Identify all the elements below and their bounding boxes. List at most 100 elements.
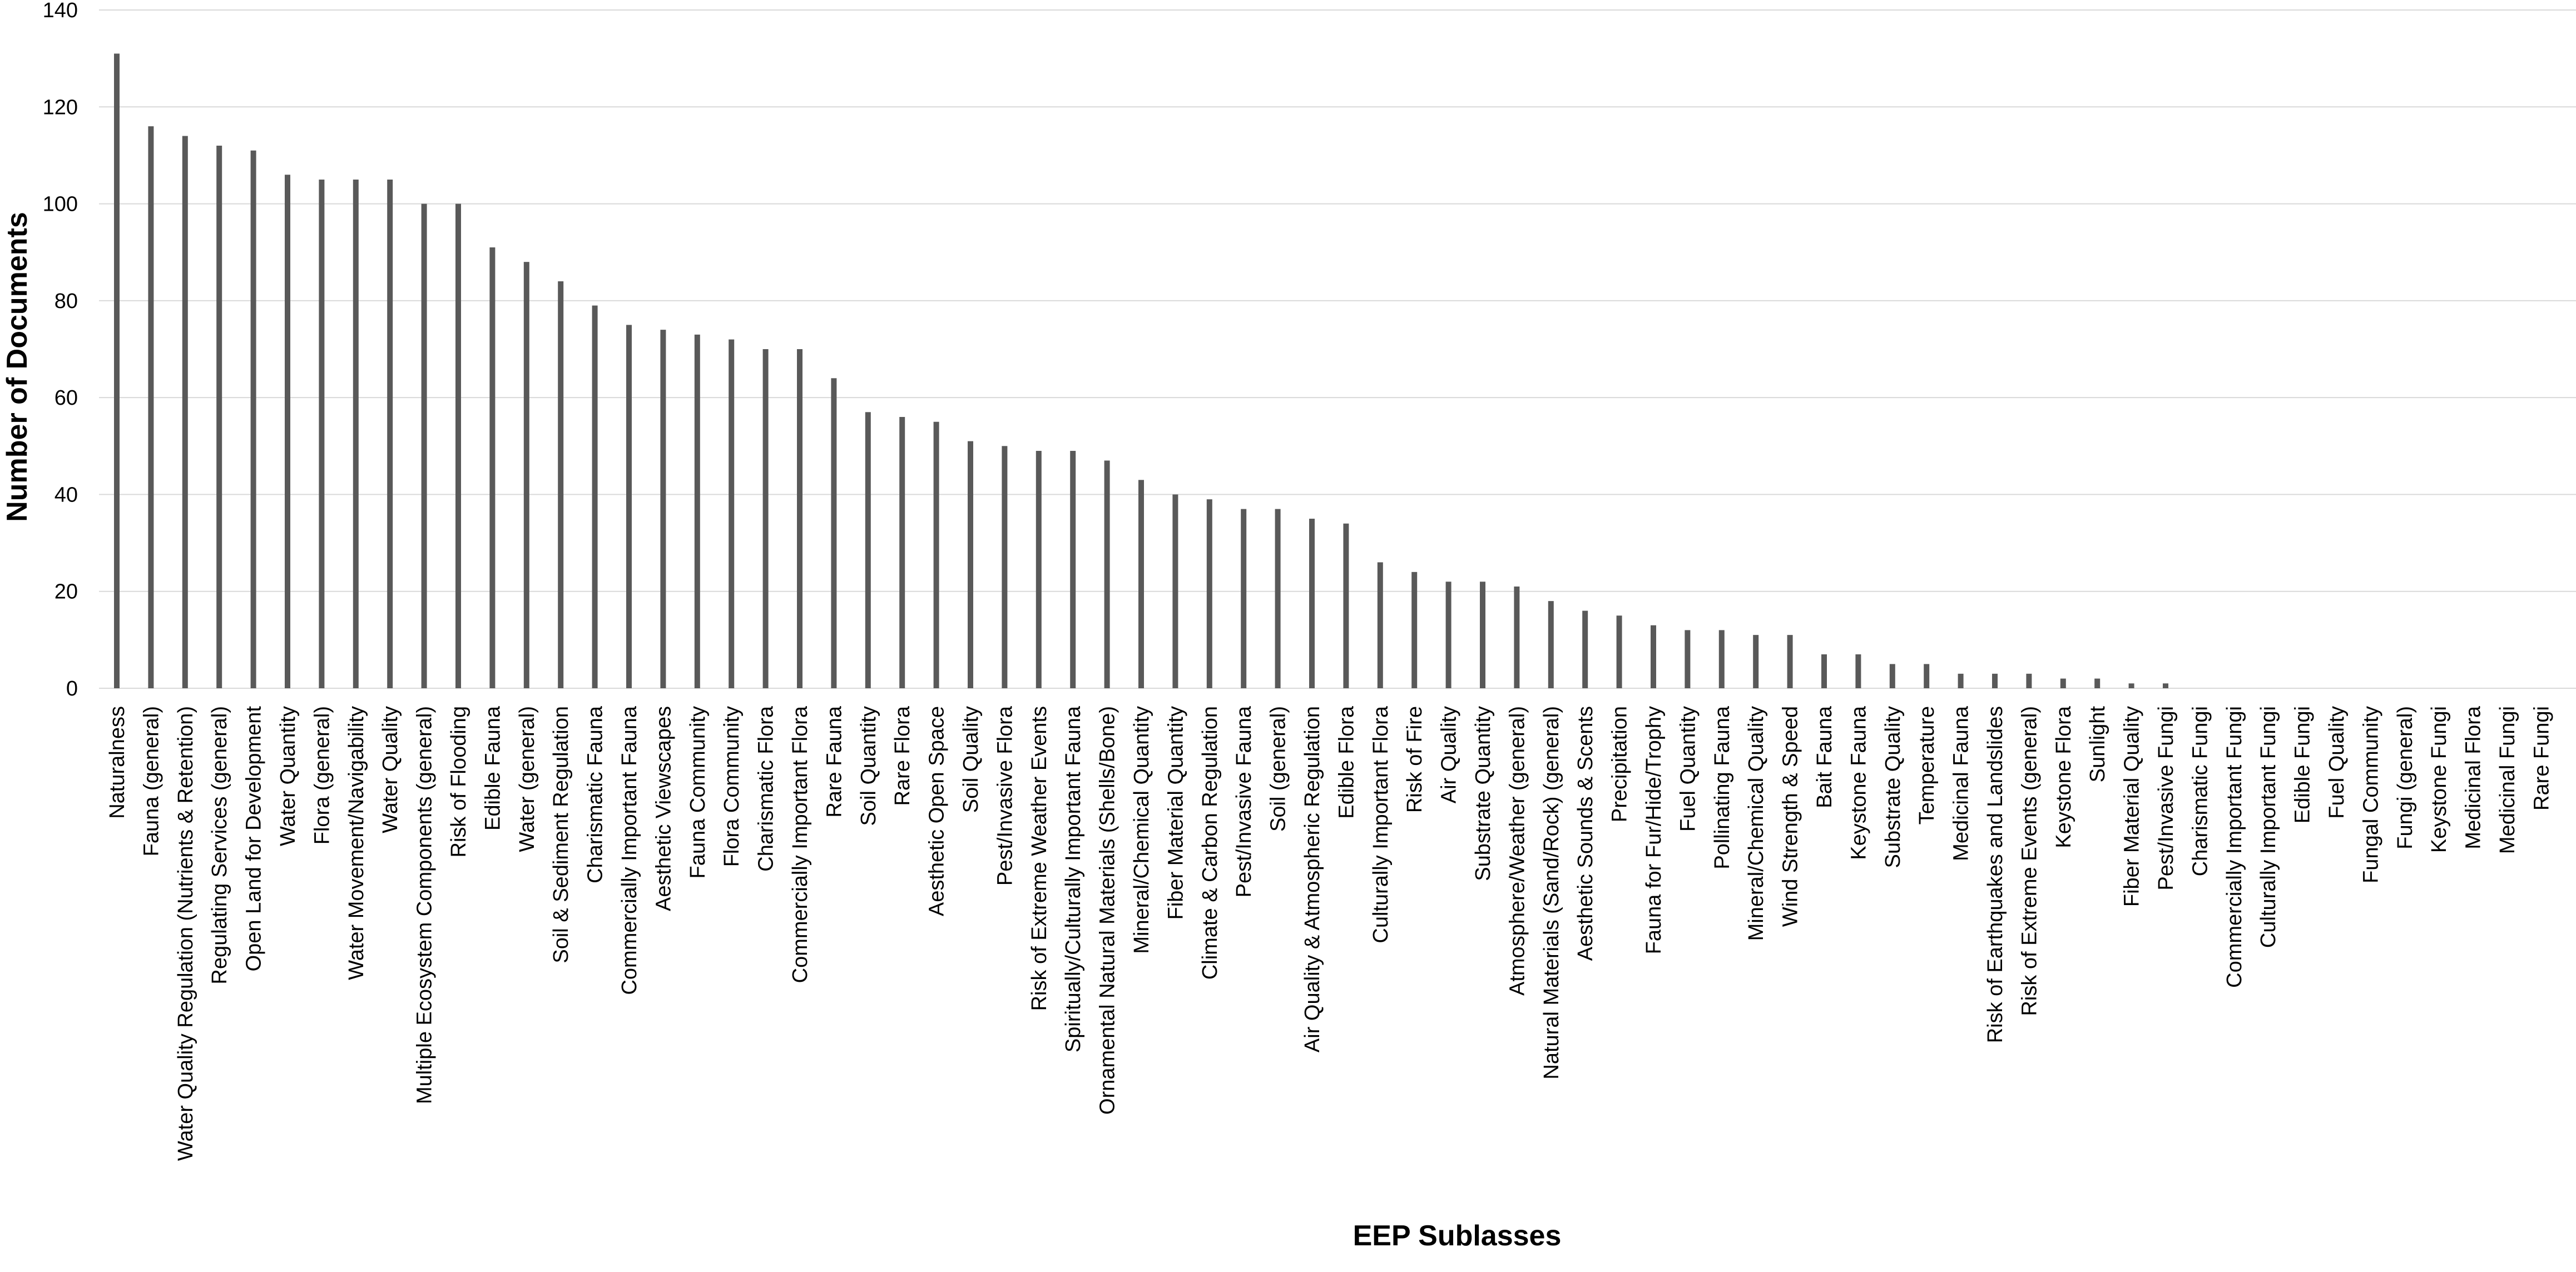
bar [2060, 678, 2066, 688]
bar [831, 378, 837, 688]
x-category-label: Sunlight [2086, 706, 2109, 783]
bar [1036, 451, 1042, 688]
x-category-label: Air Quality [1438, 706, 1461, 803]
x-category-label: Risk of Extreme Weather Events [1028, 706, 1051, 1011]
x-category-label: Edible Fauna [481, 705, 504, 831]
bar [455, 203, 461, 689]
x-category-label: Mineral/Chemical Quality [1745, 706, 1768, 941]
bar [148, 126, 154, 689]
x-category-label: Culturally Important Flora [1369, 705, 1393, 943]
bar [1582, 610, 1588, 688]
bar [2163, 683, 2168, 688]
bar [1514, 587, 1520, 688]
bar [1445, 582, 1452, 688]
x-category-label: Soil Quantity [857, 706, 880, 826]
x-category-label: Pollinating Fauna [1711, 705, 1734, 869]
bar [421, 203, 427, 689]
x-category-label: Pest/Invasive Fungi [2154, 706, 2178, 891]
x-category-label: Risk of Fire [1403, 706, 1426, 813]
y-tick-label: 140 [43, 0, 78, 22]
bar [182, 136, 188, 689]
x-category-label: Fuel Quantity [1676, 706, 1700, 832]
y-axis-title: Number of Documents [1, 212, 33, 522]
bar [2128, 683, 2134, 688]
bar [1411, 572, 1418, 688]
bar [353, 180, 359, 688]
gridlines [99, 9, 2576, 689]
x-category-label: Culturally Important Fungi [2257, 706, 2280, 948]
bar [285, 175, 290, 688]
bar [1548, 601, 1554, 688]
x-category-label: Multiple Ecosystem Components (general) [413, 706, 437, 1104]
bar [1309, 519, 1315, 688]
x-category-label: Water Movement/Navigability [345, 706, 368, 980]
bar [2094, 678, 2101, 688]
bar [1275, 509, 1281, 688]
bar [1821, 654, 1827, 688]
bar [319, 180, 325, 688]
bar [114, 53, 120, 688]
bar [2026, 673, 2032, 688]
bar [1172, 494, 1178, 688]
x-category-label: Flora (general) [310, 706, 334, 844]
bar [1787, 635, 1793, 688]
x-category-label: Spiritually/Culturally Important Fauna [1062, 705, 1085, 1052]
x-category-label: Aesthetic Viewscapes [652, 706, 675, 911]
y-axis-ticks: 0 20 40 60 80 100 120 140 [43, 0, 78, 700]
bar [1855, 654, 1861, 688]
bar [1616, 615, 1622, 688]
bar [250, 150, 256, 688]
x-category-label: Rare Fauna [823, 705, 846, 818]
bar [933, 421, 939, 688]
x-category-label: Fiber Material Quantity [1164, 706, 1187, 920]
y-tick-label: 20 [55, 580, 78, 604]
x-category-label: Rare Fungi [2530, 706, 2553, 811]
x-category-label: Substrate Quantity [1472, 706, 1495, 881]
x-axis-title: EEP Sublasses [1353, 1220, 1562, 1252]
bar [216, 146, 222, 688]
x-category-label: Risk of Earthquakes and Landslides [1984, 706, 2007, 1043]
x-category-label: Aesthetic Sounds & Scents [1574, 706, 1597, 961]
x-category-label: Pest/Invasive Flora [993, 705, 1017, 886]
bar [1958, 673, 1964, 688]
bar [1718, 630, 1725, 688]
x-category-label: Keystone Flora [2052, 705, 2075, 848]
x-category-label: Fungal Community [2359, 706, 2382, 883]
bar [489, 247, 496, 688]
bar [1002, 446, 1008, 688]
x-category-label: Air Quality & Atmospheric Regulation [1301, 706, 1324, 1052]
x-axis-category-labels: Naturalness Fauna (general) Water Quality … [106, 705, 2553, 1161]
x-category-label: Atmosphere/Weather (general) [1505, 706, 1529, 996]
bar [797, 349, 802, 688]
bar [558, 281, 564, 688]
x-category-label: Risk of Extreme Events (general) [2018, 706, 2041, 1016]
x-category-label: Commercially Important Fauna [618, 705, 641, 995]
bar [729, 339, 735, 688]
bar [1924, 664, 1930, 688]
y-tick-label: 80 [55, 290, 78, 313]
x-category-label: Water Quality [379, 706, 402, 833]
x-category-label: Fungi (general) [2394, 706, 2417, 849]
x-category-label: Charismatic Fauna [584, 705, 607, 883]
x-category-label: Flora Community [720, 706, 744, 867]
x-category-label: Charismatic Flora [755, 705, 778, 872]
bar [762, 349, 769, 688]
bar [1343, 523, 1349, 688]
bar [968, 441, 973, 688]
x-category-label: Regulating Services (general) [208, 706, 231, 985]
bar [1480, 582, 1485, 688]
bar [1104, 460, 1110, 688]
bar [1241, 509, 1247, 688]
x-category-label: Bait Fauna [1813, 705, 1836, 808]
x-category-label: Charismatic Fungi [2188, 706, 2212, 876]
x-category-label: Fauna (general) [140, 706, 163, 856]
bar [1377, 562, 1383, 688]
x-category-label: Risk of Flooding [447, 706, 470, 857]
x-category-label: Wind Strength & Speed [1779, 706, 1802, 927]
x-category-label: Water (general) [516, 706, 539, 852]
bar [660, 330, 666, 688]
bar [1685, 630, 1691, 688]
x-category-label: Rare Flora [891, 705, 914, 806]
x-category-label: Fiber Material Quality [2121, 706, 2144, 907]
